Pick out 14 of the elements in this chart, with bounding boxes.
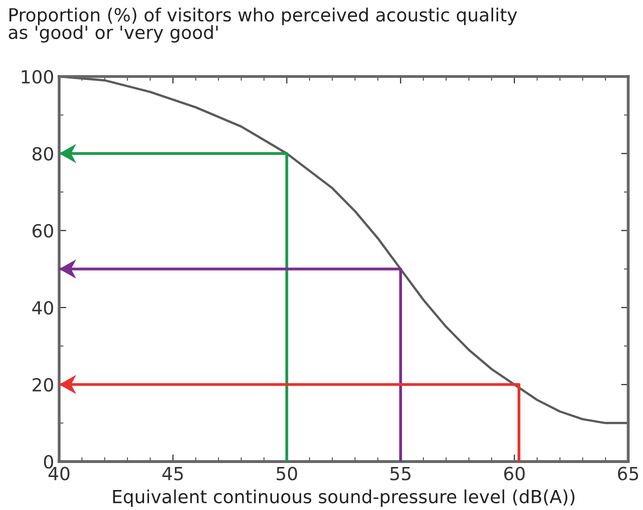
x-tick-label: 40 [48, 466, 70, 480]
y-tick-label: 40 [32, 300, 54, 315]
x-axis-title: Equivalent continuous sound-pressure level (dB(A)) [113, 489, 574, 507]
y-tick-label: 20 [32, 378, 54, 392]
y-tick-label: 100 [22, 70, 54, 84]
y-tick-label: 60 [32, 224, 54, 238]
x-tick-label: 45 [162, 466, 183, 480]
x-tick-label: 55 [390, 466, 410, 480]
y-tick-label: 0 [44, 455, 54, 469]
x-tick-label: 65 [618, 466, 638, 480]
x-tick-label: 60 [504, 466, 525, 480]
y-tick-label: 80 [32, 146, 54, 161]
x-tick-label: 50 [276, 466, 298, 480]
chart-title: Proportion (%) of visitors who perceived acoustic quality as 'good' or 'very good' [8, 8, 518, 43]
